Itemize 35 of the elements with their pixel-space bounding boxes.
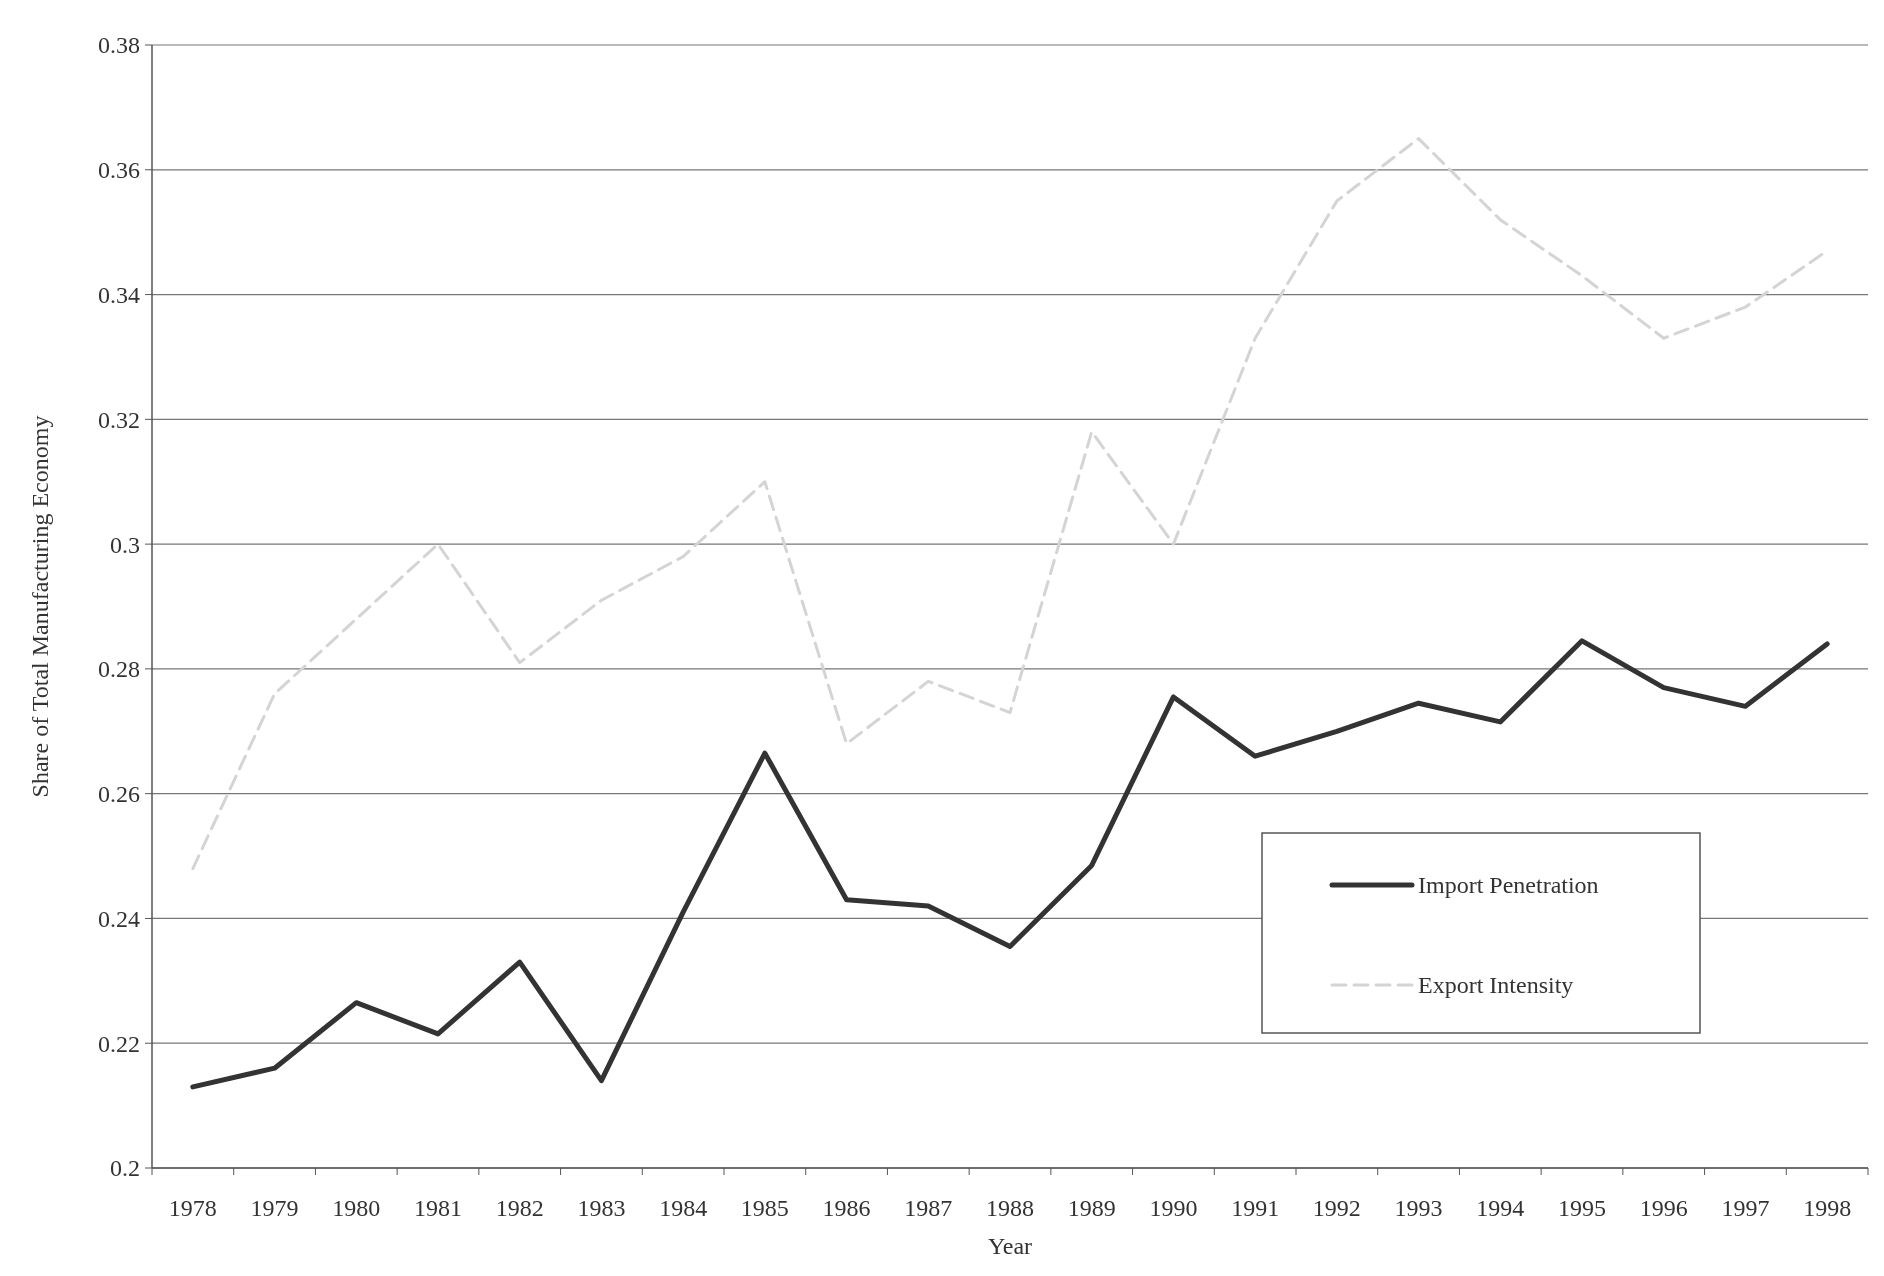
legend-label: Import Penetration <box>1418 872 1599 899</box>
x-tick-label: 1987 <box>904 1195 953 1221</box>
x-tick-label: 1980 <box>332 1195 381 1221</box>
x-tick-label: 1992 <box>1312 1195 1361 1221</box>
y-tick-label: 0.22 <box>98 1030 140 1057</box>
y-tick-label: 0.24 <box>98 905 140 932</box>
x-tick-label: 1983 <box>577 1195 626 1221</box>
y-tick-label: 0.3 <box>110 531 140 558</box>
y-axis-title: Share of Total Manufacturing Economy <box>27 415 53 798</box>
x-tick-label: 1997 <box>1721 1195 1770 1221</box>
x-tick-label: 1979 <box>250 1195 299 1221</box>
x-tick-label: 1985 <box>740 1195 789 1221</box>
x-tick-label: 1993 <box>1394 1195 1443 1221</box>
x-tick-label: 1984 <box>659 1195 708 1221</box>
x-tick-label: 1981 <box>414 1195 462 1221</box>
y-tick-label: 0.36 <box>98 157 140 184</box>
y-tick-label: 0.28 <box>98 656 140 683</box>
x-tick-label: 1982 <box>495 1195 544 1221</box>
y-tick-label: 0.26 <box>98 781 140 808</box>
x-axis-title: Year <box>987 1233 1033 1259</box>
x-tick-label: 1991 <box>1231 1195 1280 1221</box>
x-tick-label: 1996 <box>1639 1195 1688 1221</box>
x-tick-label: 1978 <box>168 1195 217 1221</box>
y-tick-label: 0.34 <box>98 281 140 308</box>
x-tick-label: 1995 <box>1558 1195 1606 1221</box>
x-tick-label: 1990 <box>1149 1195 1198 1221</box>
x-tick-label: 1989 <box>1067 1195 1116 1221</box>
x-tick-label: 1988 <box>986 1195 1034 1221</box>
y-tick-label: 0.38 <box>98 32 140 59</box>
x-tick-label: 1998 <box>1803 1195 1852 1221</box>
x-tick-label: 1994 <box>1476 1195 1525 1221</box>
legend-label: Export Intensity <box>1418 972 1574 999</box>
x-tick-label: 1986 <box>822 1195 871 1221</box>
y-tick-label: 0.2 <box>110 1155 140 1182</box>
y-tick-label: 0.32 <box>98 406 140 433</box>
